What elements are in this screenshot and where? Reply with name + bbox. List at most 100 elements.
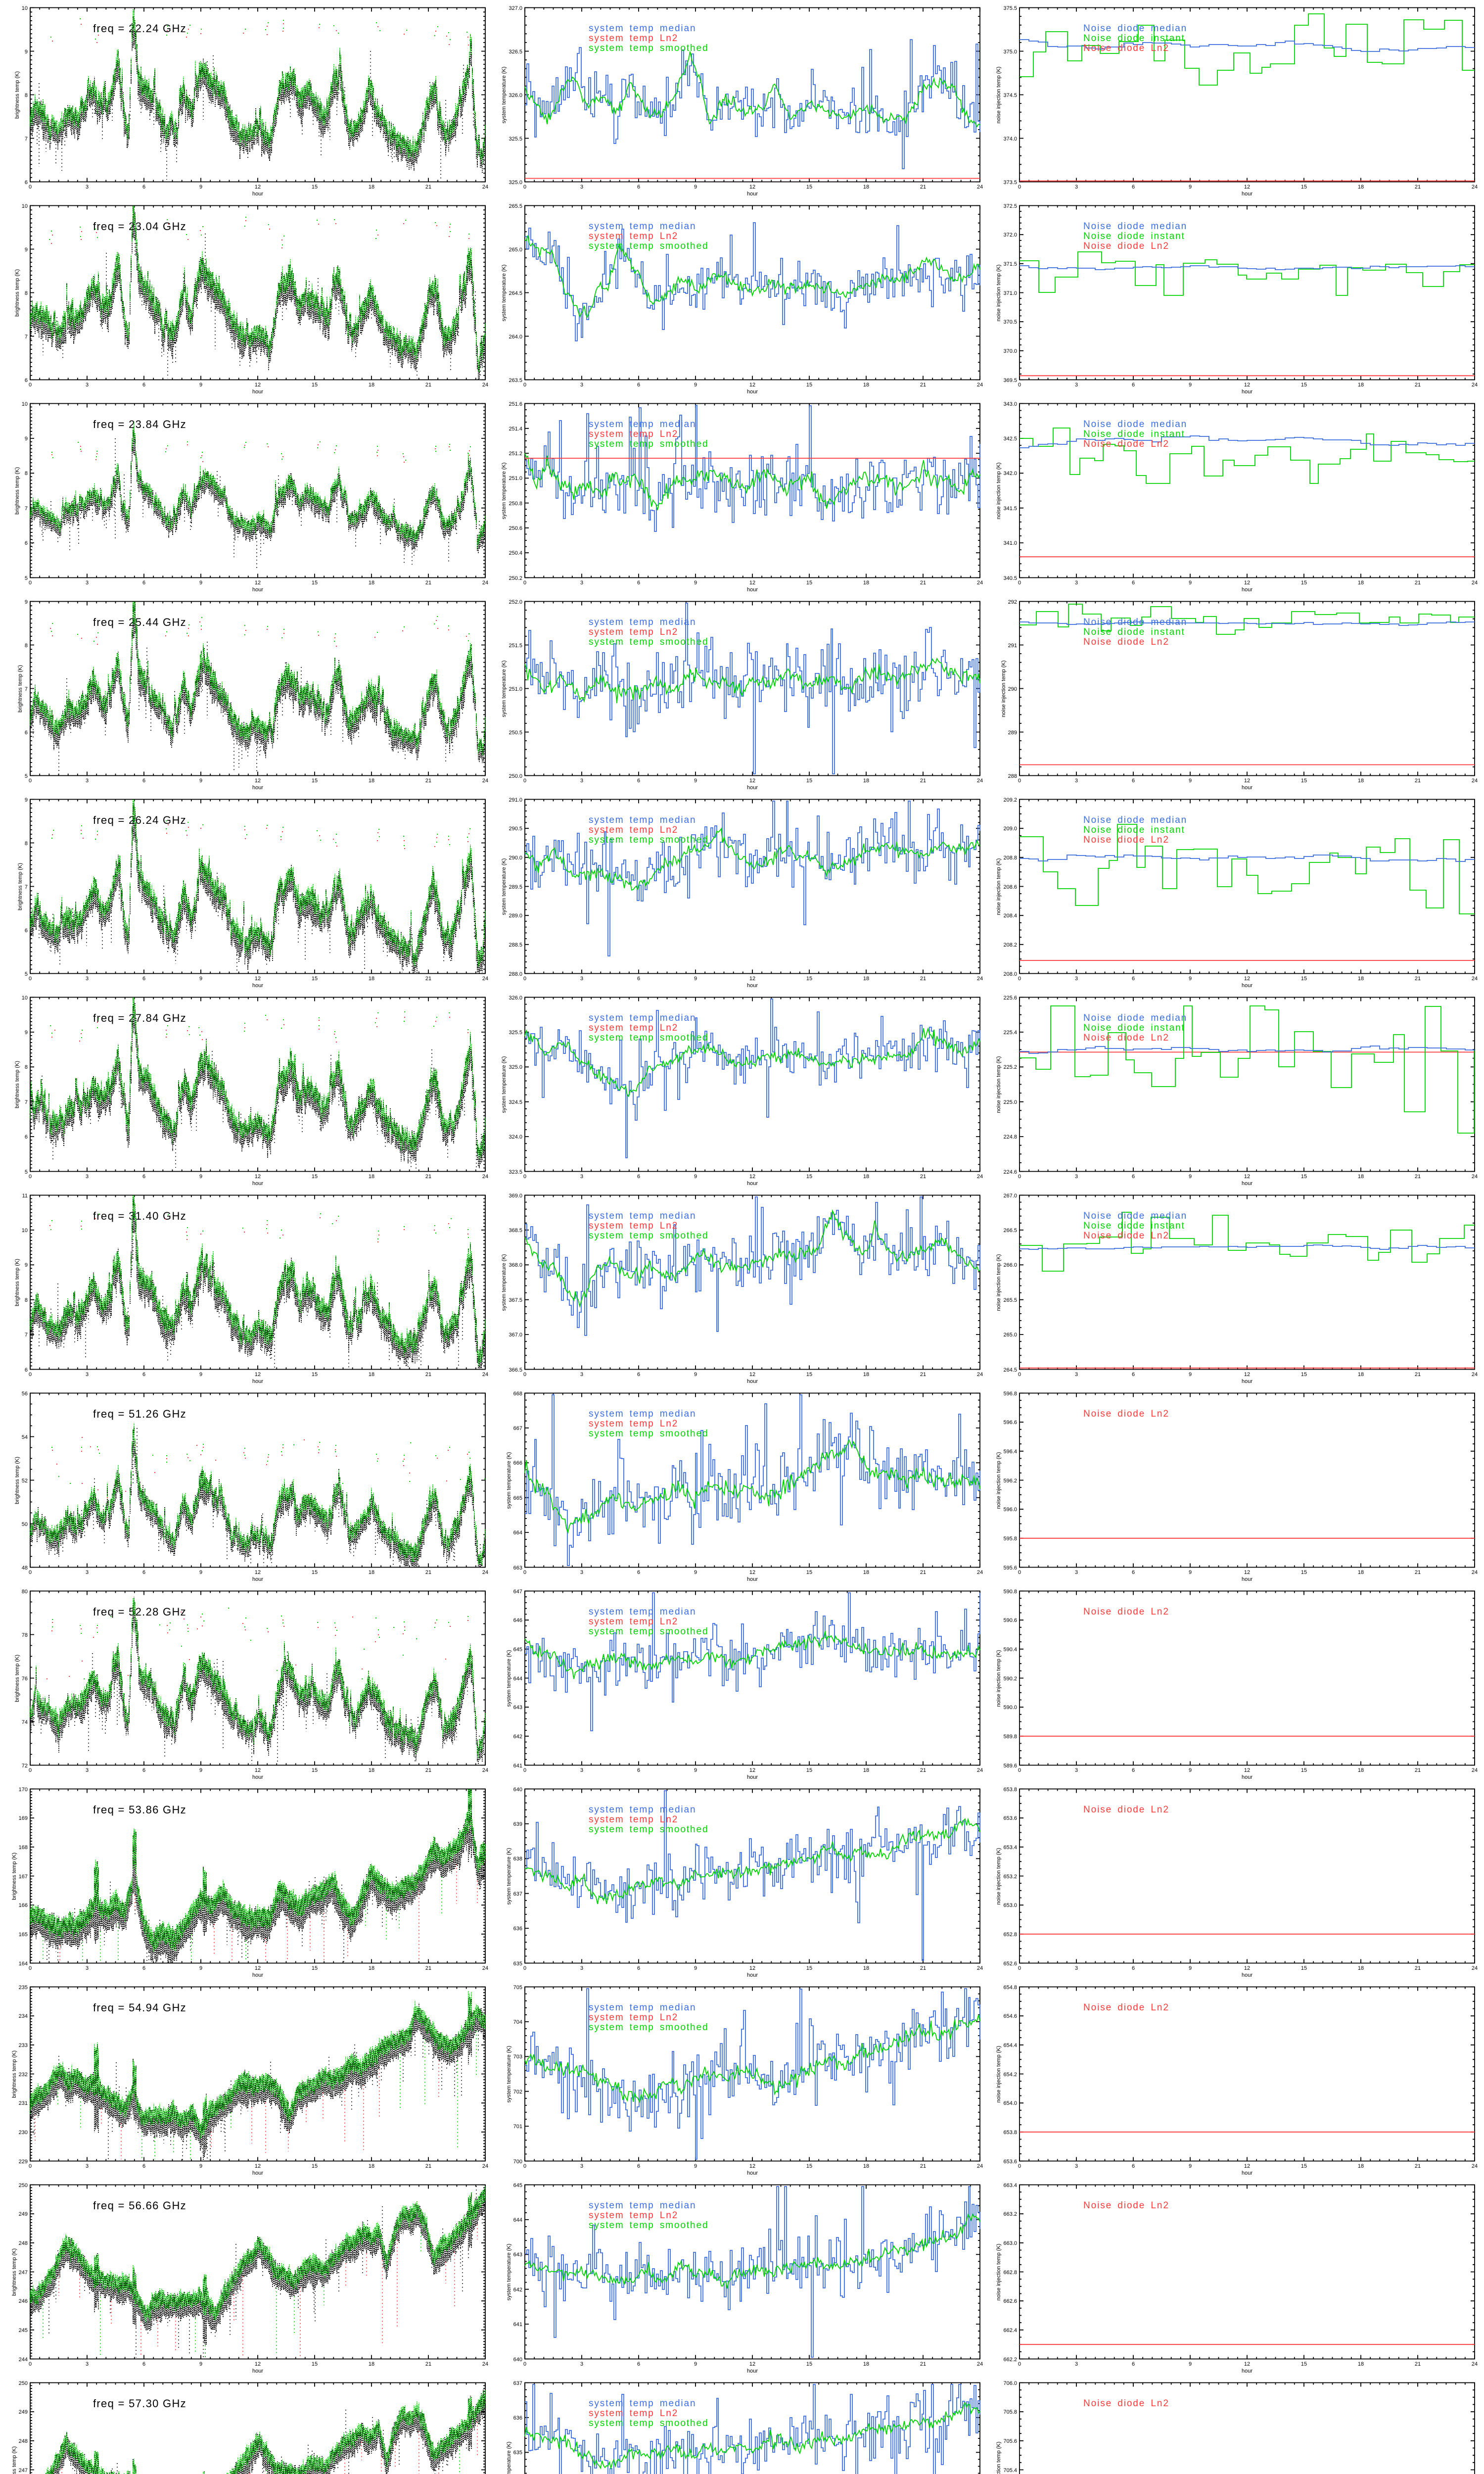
svg-text:325.0: 325.0 <box>509 1064 522 1070</box>
svg-text:246: 246 <box>19 2298 28 2304</box>
svg-text:Noise diode Ln2: Noise diode Ln2 <box>1083 1805 1169 1815</box>
svg-text:289.0: 289.0 <box>509 913 522 919</box>
svg-text:Noise diode Ln2: Noise diode Ln2 <box>1083 637 1169 647</box>
svg-text:8: 8 <box>25 1297 28 1303</box>
svg-text:165: 165 <box>19 1932 28 1938</box>
svg-text:freq = 23.04 GHz: freq = 23.04 GHz <box>93 220 186 233</box>
svg-text:74: 74 <box>22 1719 28 1725</box>
svg-text:6: 6 <box>25 1367 28 1373</box>
svg-text:288.0: 288.0 <box>509 971 522 977</box>
svg-text:Noise diode median: Noise diode median <box>1083 815 1187 825</box>
svg-text:596.4: 596.4 <box>1003 1449 1017 1455</box>
svg-text:6: 6 <box>25 378 28 383</box>
svg-text:654.2: 654.2 <box>1003 2072 1017 2078</box>
svg-text:264.0: 264.0 <box>509 334 522 340</box>
svg-text:371.0: 371.0 <box>1003 290 1017 296</box>
svg-text:system temp median: system temp median <box>589 1607 696 1617</box>
svg-text:250.8: 250.8 <box>509 501 522 507</box>
svg-text:Noise diode Ln2: Noise diode Ln2 <box>1083 43 1169 53</box>
svg-text:235: 235 <box>19 1985 28 1991</box>
svg-text:169: 169 <box>19 1815 28 1821</box>
svg-text:596.0: 596.0 <box>1003 1507 1017 1513</box>
svg-text:noise injection temp (K): noise injection temp (K) <box>996 858 1002 915</box>
svg-text:system temp smoothed: system temp smoothed <box>589 2220 708 2231</box>
svg-text:326.0: 326.0 <box>509 93 522 98</box>
svg-text:brightness temp (K): brightness temp (K) <box>14 269 20 317</box>
svg-text:324.0: 324.0 <box>509 1134 522 1140</box>
svg-text:system temp smoothed: system temp smoothed <box>589 2022 708 2033</box>
svg-text:667: 667 <box>513 1426 522 1431</box>
svg-text:system temperature (K): system temperature (K) <box>501 67 507 124</box>
svg-text:589.6: 589.6 <box>1003 1763 1017 1769</box>
svg-text:652.6: 652.6 <box>1003 1961 1017 1967</box>
svg-text:system temp smoothed: system temp smoothed <box>589 1626 708 1637</box>
svg-text:Noise diode median: Noise diode median <box>1083 1211 1187 1221</box>
svg-text:340.5: 340.5 <box>1003 575 1017 581</box>
svg-text:265.0: 265.0 <box>509 247 522 253</box>
svg-text:Noise diode Ln2: Noise diode Ln2 <box>1083 1033 1169 1043</box>
svg-text:brightness temp (K): brightness temp (K) <box>17 665 23 713</box>
svg-text:system temperature (K): system temperature (K) <box>501 1056 507 1113</box>
svg-text:663.4: 663.4 <box>1003 2183 1017 2189</box>
svg-text:freq = 54.94 GHz: freq = 54.94 GHz <box>93 2001 186 2014</box>
svg-text:325.5: 325.5 <box>509 136 522 142</box>
svg-text:590.6: 590.6 <box>1003 1618 1017 1623</box>
svg-text:freq = 53.86 GHz: freq = 53.86 GHz <box>93 1804 186 1816</box>
svg-text:noise injection temp (K): noise injection temp (K) <box>1001 661 1007 717</box>
svg-text:645: 645 <box>513 1647 522 1653</box>
svg-text:589.8: 589.8 <box>1003 1734 1017 1740</box>
svg-text:654.8: 654.8 <box>1003 1985 1017 1991</box>
svg-text:264.5: 264.5 <box>1003 1367 1017 1373</box>
svg-text:636: 636 <box>513 1926 522 1932</box>
svg-text:noise injection temp (K): noise injection temp (K) <box>996 265 1002 322</box>
svg-text:252.0: 252.0 <box>509 599 522 605</box>
svg-text:706.0: 706.0 <box>1003 2380 1017 2386</box>
svg-text:372.5: 372.5 <box>1003 203 1017 209</box>
svg-text:230: 230 <box>19 2130 28 2136</box>
svg-text:52: 52 <box>22 1478 28 1484</box>
svg-text:noise injection temp (K): noise injection temp (K) <box>996 1650 1002 1707</box>
svg-text:291.0: 291.0 <box>509 797 522 803</box>
svg-text:653.4: 653.4 <box>1003 1845 1017 1851</box>
svg-text:Noise diode Ln2: Noise diode Ln2 <box>1083 1409 1169 1419</box>
svg-text:654.6: 654.6 <box>1003 2013 1017 2019</box>
svg-text:705.8: 705.8 <box>1003 2409 1017 2415</box>
svg-text:168: 168 <box>19 1845 28 1851</box>
svg-text:702: 702 <box>513 2089 522 2095</box>
svg-text:700: 700 <box>513 2159 522 2165</box>
svg-text:375.0: 375.0 <box>1003 49 1017 55</box>
svg-text:342.5: 342.5 <box>1003 436 1017 442</box>
svg-text:noise injection temp (K): noise injection temp (K) <box>996 463 1002 520</box>
svg-text:250.0: 250.0 <box>509 773 522 779</box>
svg-text:662.8: 662.8 <box>1003 2270 1017 2276</box>
svg-text:7: 7 <box>25 686 28 692</box>
svg-text:641: 641 <box>513 1763 522 1769</box>
svg-text:freq = 22.24 GHz: freq = 22.24 GHz <box>93 22 186 35</box>
svg-text:372.0: 372.0 <box>1003 232 1017 238</box>
svg-text:8: 8 <box>25 290 28 296</box>
svg-text:noise injection temp (K): noise injection temp (K) <box>996 1848 1002 1905</box>
svg-text:Noise diode median: Noise diode median <box>1083 419 1187 429</box>
svg-text:system temp Ln2: system temp Ln2 <box>589 825 678 835</box>
svg-text:289.5: 289.5 <box>509 884 522 890</box>
svg-text:system temp median: system temp median <box>589 1409 696 1419</box>
svg-text:664: 664 <box>513 1530 522 1536</box>
svg-text:325.0: 325.0 <box>509 180 522 186</box>
svg-text:251.2: 251.2 <box>509 451 522 457</box>
svg-text:system temp median: system temp median <box>589 419 696 429</box>
svg-text:system temperature (K): system temperature (K) <box>506 2442 512 2474</box>
svg-text:640: 640 <box>513 1787 522 1793</box>
svg-text:343.0: 343.0 <box>1003 401 1017 407</box>
svg-text:705.4: 705.4 <box>1003 2468 1017 2474</box>
svg-text:250: 250 <box>19 2183 28 2189</box>
svg-text:635: 635 <box>513 2450 522 2456</box>
svg-text:638: 638 <box>513 1856 522 1862</box>
svg-text:595.6: 595.6 <box>1003 1565 1017 1571</box>
svg-text:Noise diode Ln2: Noise diode Ln2 <box>1083 835 1169 845</box>
svg-text:10: 10 <box>22 995 28 1001</box>
svg-text:369.5: 369.5 <box>1003 378 1017 383</box>
svg-text:590.0: 590.0 <box>1003 1705 1017 1711</box>
svg-text:292: 292 <box>1008 599 1017 605</box>
svg-text:208.2: 208.2 <box>1003 942 1017 948</box>
svg-text:noise injection temp (K): noise injection temp (K) <box>996 2244 1002 2301</box>
